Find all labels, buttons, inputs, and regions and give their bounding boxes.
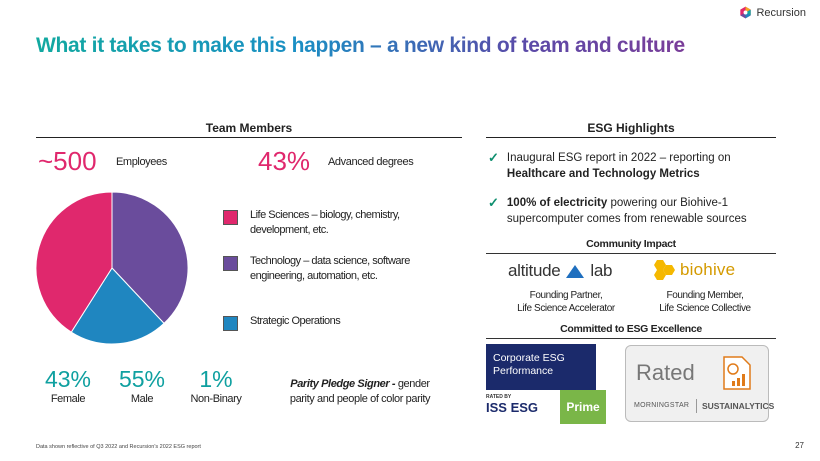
team-header-rule	[36, 137, 462, 138]
legend-swatch	[223, 316, 238, 331]
legend-label: Strategic Operations	[250, 315, 341, 327]
sustainalytics-text: SUSTAINALYTICS	[702, 401, 775, 411]
community-rule	[486, 253, 776, 254]
legend-swatch	[223, 256, 238, 271]
prime-badge: Prime	[560, 390, 606, 424]
stat-label: Non-Binary	[190, 393, 242, 405]
report-document-icon	[723, 356, 751, 390]
checkmark-icon: ✓	[488, 150, 499, 165]
stat-label: Female	[50, 393, 86, 405]
biohive-caption: Founding Member, Life Science Collective	[640, 289, 770, 315]
iss-esg-badge: Corporate ESG Performance RATED BY ISS E…	[486, 344, 616, 424]
legend-item-strategic-operations: Strategic Operations	[223, 314, 443, 331]
footnote: Data shown reflective of Q3 2022 and Rec…	[36, 444, 201, 450]
esg-bullet-bold: 100% of electricity	[506, 197, 608, 209]
esg-bullet-1: ✓ Inaugural ESG report in 2022 – reporti…	[488, 150, 778, 182]
altitude-lab-name-a: altitude	[508, 261, 561, 280]
parity-pledge-rest: gender parity and people of color parity	[289, 378, 431, 405]
esg-bullet-2: ✓ 100% of electricity powering our Biohi…	[488, 195, 778, 227]
pie-slice-life-sciences	[35, 191, 113, 333]
parity-pledge-bold: Parity Pledge Signer -	[290, 378, 396, 390]
committed-esg-header: Committed to ESG Excellence	[560, 323, 702, 335]
degrees-label: Advanced degrees	[328, 156, 414, 168]
esg-header-rule	[486, 137, 776, 138]
page-number: 27	[795, 441, 804, 450]
iss-line2: Performance	[493, 365, 554, 377]
pie-slice-strategic-operations	[70, 267, 165, 345]
parity-pledge-text: Parity Pledge Signer - gender parity and…	[280, 377, 440, 407]
morningstar-text: MORNINGSTAR	[634, 402, 690, 409]
esg-bullet-text: Inaugural ESG report in 2022 – reporting…	[507, 150, 778, 182]
caption-line: Founding Partner,	[529, 290, 603, 301]
team-members-header: Team Members	[205, 121, 293, 135]
stat-value: 55%	[118, 366, 166, 392]
altitude-lab-name-b: lab	[590, 261, 613, 280]
caption-line: Founding Member,	[666, 290, 744, 301]
community-impact-header: Community Impact	[586, 238, 676, 250]
team-composition-pie-chart	[35, 191, 189, 345]
stat-label: Male	[130, 393, 154, 405]
stat-male: 55% Male	[112, 366, 172, 405]
caption-line: Life Science Accelerator	[517, 303, 615, 314]
pie-legend: Life Sciences – biology, chemistry, deve…	[223, 208, 443, 331]
biohive-hexagon-icon	[654, 260, 675, 280]
legend-label: Technology – data science, software engi…	[250, 255, 410, 282]
esg-highlights-header: ESG Highlights	[587, 121, 675, 135]
biohive-logo: biohive	[651, 259, 735, 281]
iss-rated-by: RATED BY	[486, 394, 512, 400]
brand-name: Recursion	[756, 6, 806, 19]
legend-label: Life Sciences – biology, chemistry, deve…	[250, 209, 400, 236]
iss-brand: ISS ESG	[486, 400, 539, 415]
page-title: What it takes to make this happen – a ne…	[36, 34, 685, 57]
recursion-logo: Recursion	[739, 6, 806, 19]
iss-line1: Corporate ESG	[493, 352, 565, 364]
checkmark-icon: ✓	[488, 195, 499, 210]
committed-rule	[486, 338, 776, 339]
biohive-name: biohive	[680, 260, 736, 279]
pie-slice-technology	[111, 191, 189, 325]
altitude-lab-caption: Founding Partner, Life Science Accelerat…	[496, 289, 636, 315]
mountain-triangle-icon	[566, 264, 585, 278]
employees-label: Employees	[116, 156, 167, 168]
degrees-value: 43%	[258, 146, 311, 176]
employees-value: ~500	[38, 146, 97, 176]
iss-badge-header: Corporate ESG Performance	[486, 344, 596, 390]
rated-text: Rated	[636, 360, 695, 385]
recursion-hexagon-icon	[740, 6, 752, 19]
esg-bullet-text: 100% of electricity powering our Biohive…	[507, 195, 778, 227]
caption-line: Life Science Collective	[659, 303, 751, 314]
esg-bullet-bold: Healthcare and Technology Metrics	[506, 168, 700, 180]
sustainalytics-badge: Rated MORNINGSTAR SUSTAINALYTICS	[625, 345, 774, 422]
esg-bullet-post: powering our Biohive-1 supercomputer com…	[506, 197, 747, 225]
badge-divider	[696, 399, 697, 413]
altitude-lab-logo: altitude lab	[508, 261, 613, 281]
stat-non-binary: 1% Non-Binary	[186, 366, 246, 405]
stat-value: 43%	[44, 366, 92, 392]
esg-bullet-pre: Inaugural ESG report in 2022 – reporting…	[506, 152, 731, 164]
legend-swatch	[223, 210, 238, 225]
stat-female: 43% Female	[40, 366, 96, 405]
legend-item-life-sciences: Life Sciences – biology, chemistry, deve…	[223, 208, 443, 254]
legend-item-technology: Technology – data science, software engi…	[223, 254, 443, 314]
stat-value: 1%	[199, 366, 233, 392]
